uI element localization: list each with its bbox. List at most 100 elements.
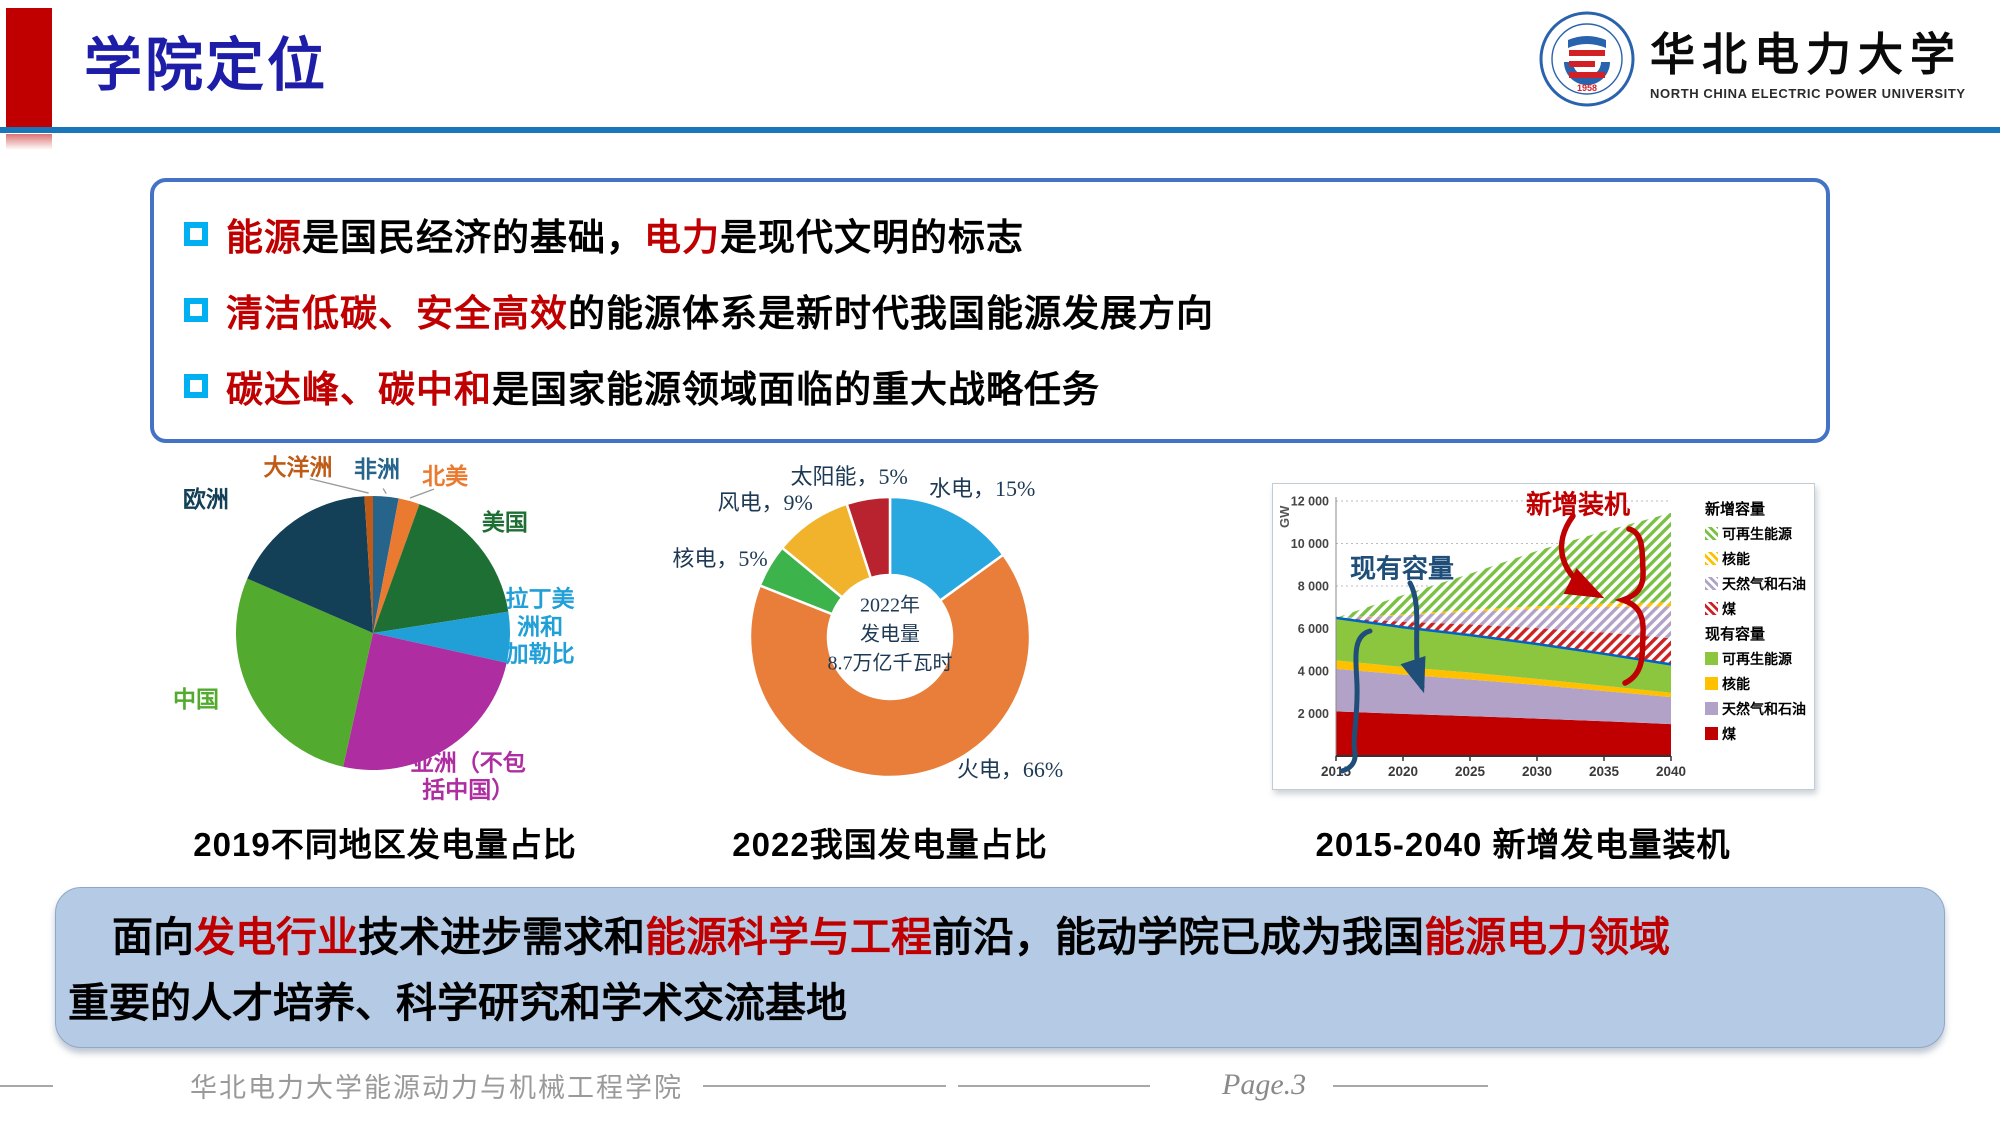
university-name-cn: 华北电力大学	[1650, 29, 1963, 80]
pie-chart-2019-region-share: 非洲 北美 美国 拉丁美洲和 加勒比 亚洲（不包 括中国） 中国 欧洲 大洋洲	[150, 454, 620, 815]
svg-text:GW: GW	[1277, 505, 1292, 528]
key-points-box: 能源是国民经济的基础，电力是现代文明的标志 清洁低碳、安全高效的能源体系是新时代…	[150, 178, 1830, 443]
footer-page-number: Page.3	[1222, 1068, 1307, 1101]
solid-swatch-icon	[1705, 677, 1718, 690]
university-logo: 1958 华北电力大学 NORTH CHINA ELECTRIC POWER U…	[1538, 10, 1966, 108]
slice-label: 大洋洲	[263, 454, 333, 481]
donut-chart-2022-china-generation: 水电，15% 火电，66% 核电，5% 风电，9% 太阳能，5% 2022年 发电量 8.7万…	[650, 448, 1130, 833]
bullet-text: 能源是国民经济的基础，电力是现代文明的标志	[226, 207, 1024, 261]
page-title: 学院定位	[84, 33, 329, 98]
pie-slice-亚洲（不包括中国）	[343, 633, 507, 771]
legend-item-label: 核能	[1722, 550, 1750, 567]
legend-item-label: 核能	[1722, 675, 1750, 692]
footer-institution: 华北电力大学能源动力与机械工程学院	[190, 1073, 683, 1103]
hatched-swatch-icon	[1705, 602, 1718, 615]
footer-divider-segment	[0, 1085, 53, 1087]
caption-donut-chart: 2022我国发电量占比	[732, 826, 1048, 863]
legend-item: 核能	[1705, 671, 1813, 696]
label-leader-line	[382, 488, 387, 494]
pie-slice-拉丁美洲和加勒比	[373, 611, 510, 663]
highlighted-text: 能源电力领域	[1424, 914, 1670, 960]
highlighted-text: 清洁低碳、安全高效	[226, 293, 568, 334]
pie-slice-欧洲	[247, 496, 373, 633]
footer-divider-segment	[958, 1085, 1150, 1087]
legend-item: 煤	[1705, 596, 1813, 621]
legend-item-label: 可再生能源	[1722, 525, 1792, 542]
solid-swatch-icon	[1705, 727, 1718, 740]
square-bullet-icon	[184, 374, 208, 398]
bullet-row: 能源是国民经济的基础，电力是现代文明的标志	[184, 196, 1816, 272]
svg-text:2015: 2015	[1321, 764, 1352, 779]
legend-item: 可再生能源	[1705, 646, 1813, 671]
svg-text:10 000: 10 000	[1291, 537, 1329, 551]
solid-swatch-icon	[1705, 702, 1718, 715]
pie-svg	[748, 495, 1032, 779]
plain-text: 面向	[112, 914, 194, 960]
highlighted-text: 能源	[226, 217, 302, 258]
solid-swatch-icon	[1705, 652, 1718, 665]
hatched-swatch-icon	[1705, 552, 1718, 565]
legend-group-header: 现有容量	[1705, 626, 1766, 643]
bullet-text: 清洁低碳、安全高效的能源体系是新时代我国能源发展方向	[226, 283, 1214, 337]
label-leader-line	[409, 488, 435, 499]
legend-item: 天然气和石油	[1705, 696, 1813, 721]
pie-svg	[236, 478, 510, 771]
svg-text:2020: 2020	[1388, 764, 1418, 779]
slice-label: 美国	[481, 509, 528, 536]
pie-slice-美国	[373, 504, 509, 633]
svg-text:2 000: 2 000	[1298, 707, 1329, 721]
plain-text: 技术进步需求和	[358, 914, 645, 960]
footer-divider-segment	[1333, 1085, 1488, 1087]
plain-text: 前沿，能动学院已成为我国	[932, 914, 1424, 960]
university-logo-text: 华北电力大学 NORTH CHINA ELECTRIC POWER UNIVER…	[1650, 18, 1966, 101]
svg-text:2025: 2025	[1455, 764, 1486, 779]
svg-text:2040: 2040	[1656, 764, 1686, 779]
legend-item: 煤	[1705, 721, 1813, 746]
slice-label: 核电，5%	[672, 545, 768, 571]
slice-label: 火电，66%	[956, 756, 1064, 782]
legend-item-label: 煤	[1722, 725, 1736, 742]
slice-label: 拉丁美洲和 加勒比	[505, 585, 575, 667]
legend-item-label: 煤	[1722, 600, 1736, 617]
pie-slice-北美	[373, 498, 420, 633]
legend-group-header: 新增容量	[1705, 501, 1766, 518]
label-leader-line	[309, 478, 369, 494]
highlighted-text: 电力	[644, 217, 720, 258]
summary-line: 重要的人才培养、科学研究和学术交流基地	[68, 970, 1930, 1036]
area-band-新增容量-可再生能源	[1336, 512, 1671, 618]
legend-item: 可再生能源	[1705, 521, 1813, 546]
slice-label: 中国	[173, 686, 220, 713]
svg-text:12 000: 12 000	[1291, 495, 1329, 509]
area-band-新增容量-天然气和石油	[1336, 606, 1671, 639]
slice-label: 水电，15%	[928, 475, 1036, 501]
hatched-swatch-icon	[1705, 527, 1718, 540]
header-red-accent-bar	[6, 8, 52, 127]
legend-item-label: 天然气和石油	[1722, 575, 1806, 592]
legend-item-label: 天然气和石油	[1722, 700, 1806, 717]
footer-divider-segment	[703, 1085, 946, 1087]
highlighted-text: 能源科学与工程	[645, 914, 932, 960]
plain-text: 重要的人才培养、科学研究和学术交流基地	[68, 980, 847, 1026]
pie-slice-太阳能，5%	[845, 495, 892, 580]
square-bullet-icon	[184, 298, 208, 322]
legend-item-label: 可再生能源	[1722, 650, 1792, 667]
area-chart-2015-2040-capacity: 2 000 4 000 6 000 8 000 10 000 12 000 2015 2020…	[1272, 483, 1815, 790]
hatched-swatch-icon	[1705, 577, 1718, 590]
legend-item: 天然气和石油	[1705, 571, 1813, 596]
university-logo-emblem: 1958	[1539, 11, 1635, 107]
pie-slice-大洋洲	[364, 496, 373, 633]
slice-label: 亚洲（不包 括中国）	[410, 749, 526, 803]
slice-label: 太阳能，5%	[790, 463, 908, 489]
area-band-现有容量-煤	[1336, 711, 1671, 756]
header-red-bar-reflection	[6, 134, 52, 150]
legend-item: 核能	[1705, 546, 1813, 571]
area-chart-legend: 新增容量 可再生能源 核能 天然气和石油煤现有容量 可再生能源 核能 天然气和石油煤	[1705, 496, 1813, 746]
university-name-en: NORTH CHINA ELECTRIC POWER UNIVERSITY	[1650, 85, 1966, 101]
plain-text: 的能源体系是新时代我国能源发展方向	[568, 293, 1214, 334]
slice-label: 非洲	[354, 456, 400, 483]
highlighted-text: 碳达峰、碳中和	[226, 369, 492, 410]
plain-text: 是现代文明的标志	[720, 217, 1024, 258]
donut-center-text: 2022年 发电量 8.7万亿千瓦时	[827, 594, 953, 675]
svg-text:4 000: 4 000	[1298, 665, 1329, 679]
pie-slice-中国	[236, 578, 373, 767]
